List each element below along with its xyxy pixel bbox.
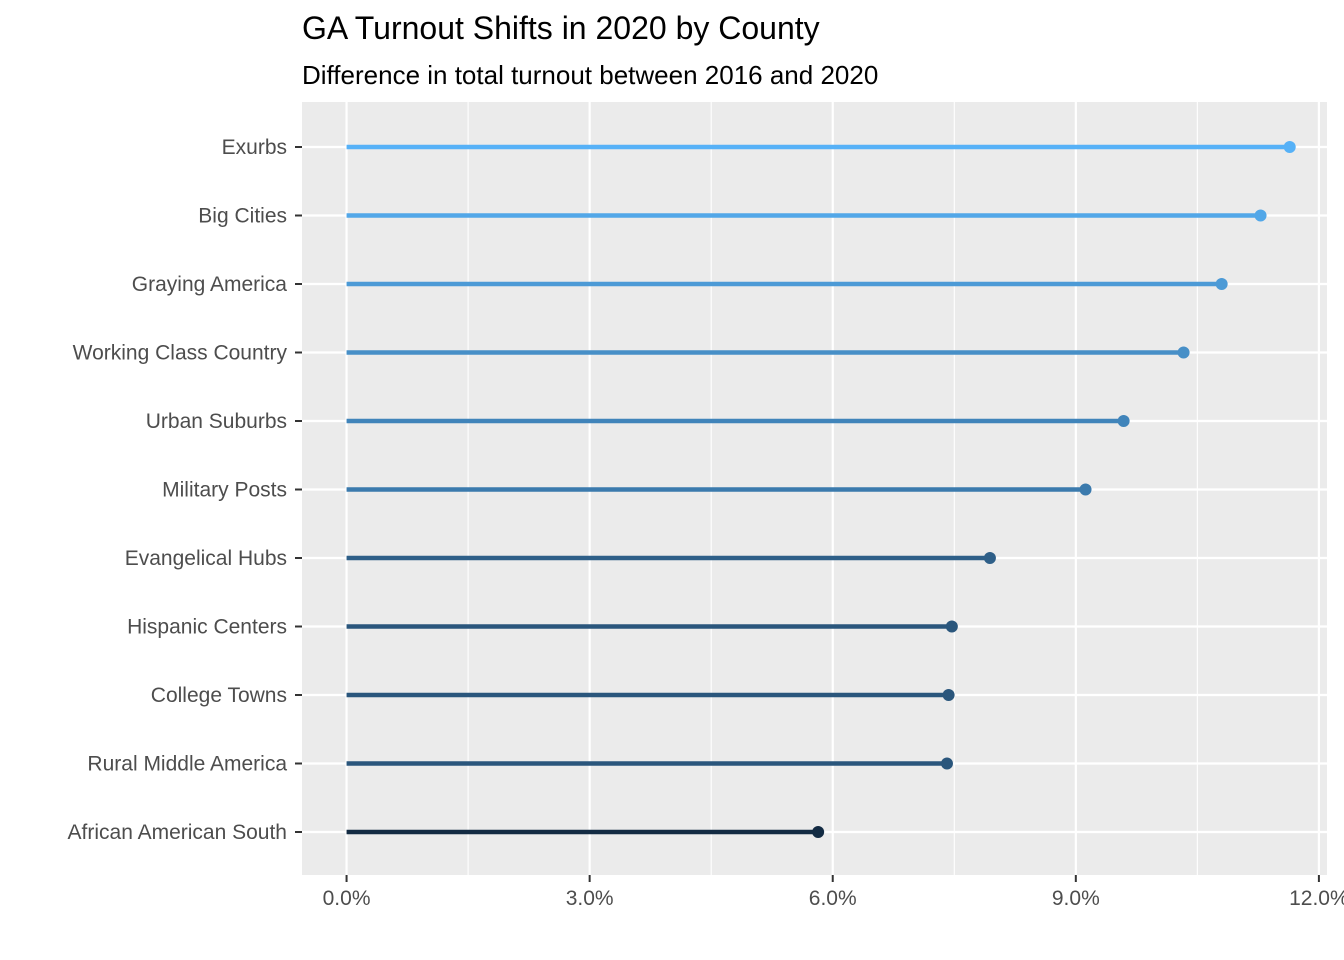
x-tick-label: 12.0% bbox=[1289, 887, 1344, 910]
lollipop-point bbox=[1079, 483, 1092, 496]
lollipop-point bbox=[1117, 415, 1130, 427]
y-tick-label: Exurbs bbox=[222, 136, 287, 159]
lollipop-point bbox=[940, 757, 953, 770]
y-tick-label: Hispanic Centers bbox=[127, 616, 287, 639]
y-tick-label: Graying America bbox=[132, 273, 288, 296]
lollipop-point bbox=[1215, 278, 1228, 290]
y-tick-label: Working Class Country bbox=[73, 342, 288, 365]
x-tick-label: 9.0% bbox=[1052, 887, 1100, 910]
y-tick-label: Rural Middle America bbox=[87, 753, 287, 776]
chart-marks bbox=[346, 141, 1296, 838]
axes: 0.0% 3.0% 6.0% 9.0% 12.0% Exurbs Big Cities Gra… bbox=[68, 136, 1344, 910]
lollipop-point bbox=[1283, 141, 1296, 153]
lollipop-point bbox=[942, 689, 955, 701]
chart-title: GA Turnout Shifts in 2020 by County bbox=[302, 10, 820, 46]
lollipop-point bbox=[812, 826, 825, 838]
y-tick-label: Evangelical Hubs bbox=[125, 547, 287, 570]
x-tick-label: 0.0% bbox=[323, 887, 371, 910]
y-tick-label: Big Cities bbox=[198, 205, 287, 228]
x-tick-label: 6.0% bbox=[809, 887, 857, 910]
lollipop-point bbox=[1254, 209, 1267, 222]
y-tick-label: Urban Suburbs bbox=[146, 410, 287, 433]
lollipop-point bbox=[983, 552, 996, 564]
chart-subtitle: Difference in total turnout between 2016… bbox=[302, 60, 879, 90]
y-tick-label: Military Posts bbox=[162, 479, 287, 502]
y-tick-label: African American South bbox=[68, 821, 287, 844]
y-tick-label: College Towns bbox=[151, 684, 287, 707]
lollipop-point bbox=[945, 620, 958, 633]
x-tick-label: 3.0% bbox=[566, 887, 614, 910]
lollipop-point bbox=[1177, 346, 1190, 359]
